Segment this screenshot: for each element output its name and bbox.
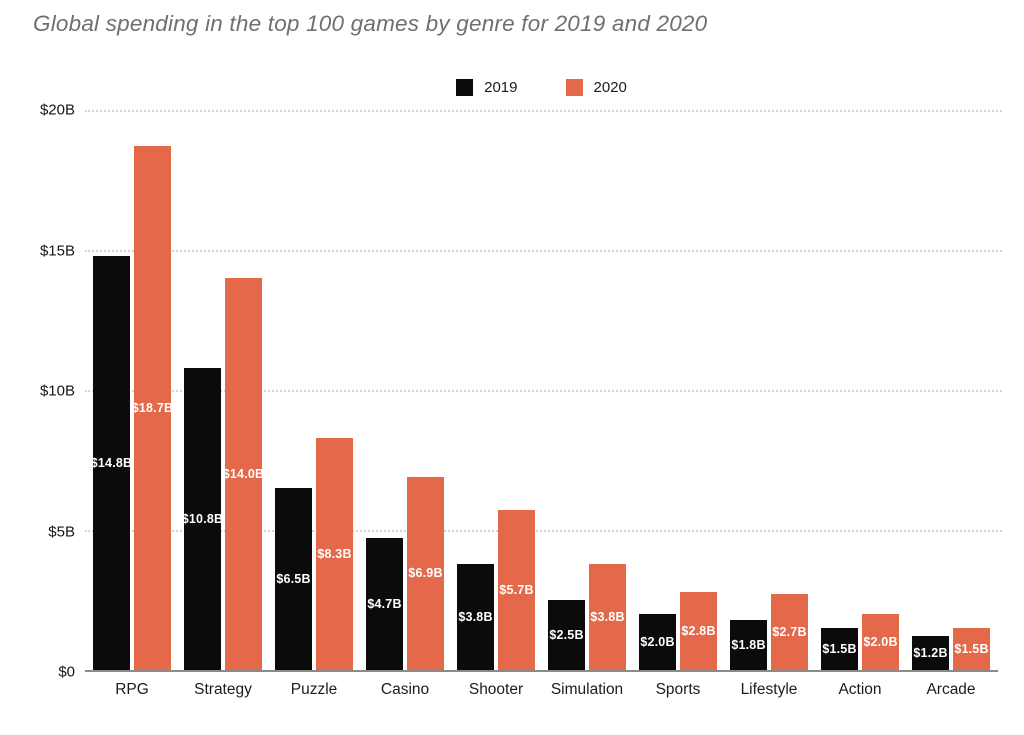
bar-2020-casino: $6.9B [407,476,444,670]
bar-2020-rpg: $18.7B [131,146,174,670]
x-axis-label-sports: Sports [655,681,701,698]
bar-2019-arcade: $1.2B [912,636,949,670]
bar-group-lifestyle: $1.8B $2.7B Lifestyle [730,110,808,698]
x-axis-label-simulation: Simulation [550,681,624,698]
bar-value-label: $1.5B [954,642,989,656]
bar-value-label: $1.2B [913,646,948,661]
bar-group-sports: $2.0B $2.8B Sports [639,110,717,698]
x-axis-label-casino: Casino [380,681,430,698]
bar-group-strategy: $10.8B $14.0B Strategy [181,110,265,698]
bar-2020-action: $2.0B [862,614,899,670]
bar-value-label: $2.7B [772,625,807,640]
bar-value-label: $2.5B [549,628,584,642]
bar-2019-strategy: $10.8B [181,367,224,670]
bar-value-label: $14.8B [90,455,133,470]
y-tick-label--20b: $20B [39,101,75,119]
bar-group-rpg: $14.8B $18.7B RPG [90,110,174,698]
bar-group-arcade: $1.2B $1.5B Arcade [912,110,990,698]
bar-group-puzzle: $6.5B $8.3B Puzzle [275,110,353,698]
bar-2019-action: $1.5B [821,628,858,670]
legend-label-2020: 2020 [593,79,627,96]
bar-value-label: $5.7B [499,583,534,598]
x-axis-label-action: Action [838,681,882,698]
x-axis-label-shooter: Shooter [468,681,524,698]
bar-2020-simulation: $3.8B [589,563,626,670]
bar-group-shooter: $3.8B $5.7B Shooter [457,110,535,698]
bar-group-casino: $4.7B $6.9B Casino [366,110,444,698]
bar-value-label: $18.7B [131,401,174,416]
chart-title: Global spending in the top 100 games by … [33,11,708,36]
bar-value-label: $1.5B [822,642,857,656]
bar-value-label: $3.8B [458,609,493,624]
bar-value-label: $8.3B [317,546,352,561]
bar-value-label: $3.8B [590,609,625,624]
bar-value-label: $10.8B [181,511,224,526]
bar-2020-shooter: $5.7B [498,510,535,670]
bar-2020-strategy: $14.0B [222,278,265,670]
plot-area: $14.8B $18.7B RPG $10.8B $14.0B Strategy $6.5B… [85,110,1002,698]
bar-value-label: $6.9B [408,566,443,581]
bar-2019-rpg: $14.8B [90,255,133,670]
x-axis-label-rpg: RPG [115,681,149,698]
y-tick-label--0: $0 [58,663,75,681]
x-axis-label-lifestyle: Lifestyle [740,681,798,698]
chart: $20B $15B $10B $5B $0 $14.8B $18.7B RPG $10.8B $… [0,102,1024,698]
bar-2020-arcade: $1.5B [953,628,990,670]
x-axis-label-puzzle: Puzzle [290,681,338,698]
bar-value-label: $2.0B [640,635,675,649]
y-axis-labels: $20B $15B $10B $5B $0 [0,102,75,681]
bar-value-label: $14.0B [222,467,265,481]
bar-2019-puzzle: $6.5B [275,488,312,670]
legend-item-2019: 2019 [456,79,518,96]
bar-value-label: $4.7B [367,597,402,612]
legend-swatch-2019 [456,79,474,96]
bar-2019-lifestyle: $1.8B [730,619,767,670]
y-tick-label--5b: $5B [48,523,75,540]
legend-swatch-2020 [565,79,583,96]
legend: 2019 2020 [85,79,998,96]
bar-value-label: $1.8B [731,637,766,652]
legend-label-2019: 2019 [484,79,518,96]
y-tick-label--15b: $15B [39,242,75,259]
y-tick-label--10b: $10B [39,382,75,400]
bar-2020-lifestyle: $2.7B [771,594,808,670]
x-axis-label-strategy: Strategy [194,681,252,698]
bar-value-label: $2.8B [681,623,716,638]
bar-2019-sports: $2.0B [639,614,676,670]
bar-2019-casino: $4.7B [366,538,403,670]
bar-2019-simulation: $2.5B [548,600,585,670]
bar-group-simulation: $2.5B $3.8B Simulation [548,110,626,698]
bar-value-label: $2.0B [863,635,898,649]
bar-group-action: $1.5B $2.0B Action [821,110,899,698]
bar-2020-sports: $2.8B [680,591,717,670]
bar-2019-shooter: $3.8B [457,563,494,670]
legend-item-2020: 2020 [565,79,627,96]
bar-2020-puzzle: $8.3B [316,437,353,670]
x-axis-label-arcade: Arcade [926,681,976,698]
bar-value-label: $6.5B [276,572,311,586]
